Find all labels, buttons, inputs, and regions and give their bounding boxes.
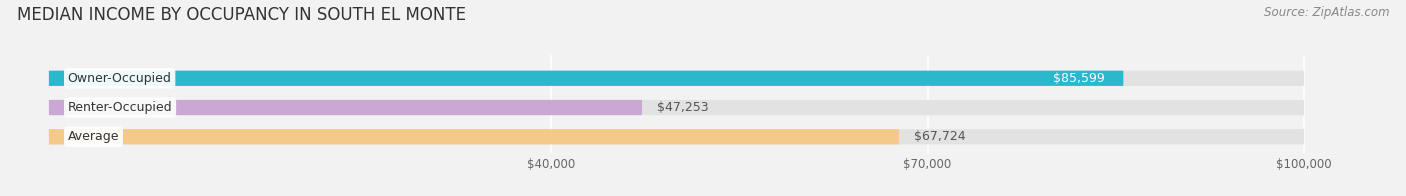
- FancyBboxPatch shape: [49, 71, 1123, 86]
- FancyBboxPatch shape: [49, 129, 898, 144]
- FancyBboxPatch shape: [49, 71, 1305, 86]
- Text: Owner-Occupied: Owner-Occupied: [67, 72, 172, 85]
- Text: Renter-Occupied: Renter-Occupied: [67, 101, 173, 114]
- FancyBboxPatch shape: [49, 100, 1305, 115]
- Text: $47,253: $47,253: [657, 101, 709, 114]
- FancyBboxPatch shape: [49, 129, 1305, 144]
- Text: Average: Average: [67, 130, 120, 143]
- FancyBboxPatch shape: [49, 100, 643, 115]
- Text: $85,599: $85,599: [1053, 72, 1105, 85]
- Text: MEDIAN INCOME BY OCCUPANCY IN SOUTH EL MONTE: MEDIAN INCOME BY OCCUPANCY IN SOUTH EL M…: [17, 6, 465, 24]
- Text: Source: ZipAtlas.com: Source: ZipAtlas.com: [1264, 6, 1389, 19]
- Text: $67,724: $67,724: [914, 130, 966, 143]
